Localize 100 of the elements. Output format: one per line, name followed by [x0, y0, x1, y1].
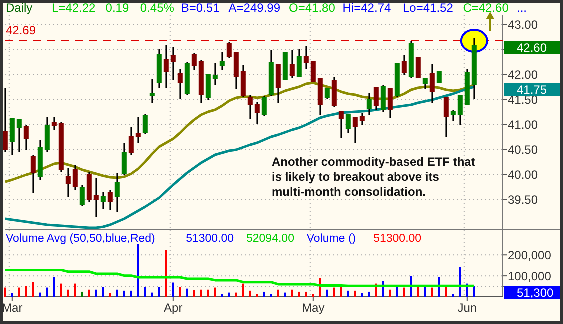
bar — [459, 267, 462, 297]
bar — [312, 294, 314, 297]
bar — [347, 290, 350, 297]
candlestick — [346, 113, 351, 134]
candlestick — [366, 92, 372, 116]
annotation: 52094.00 — [246, 233, 294, 245]
bar — [200, 290, 202, 297]
candlestick — [128, 126, 134, 156]
candlestick — [108, 189, 113, 211]
x-tick-label: Jun — [458, 301, 478, 315]
bar — [340, 286, 342, 297]
bar — [235, 292, 238, 297]
bar — [207, 290, 210, 297]
candlestick — [276, 63, 281, 104]
annotation: Volume Avg (50,50,blue,Red) — [6, 233, 156, 245]
bar — [137, 244, 140, 297]
candlestick — [248, 94, 253, 120]
candlestick — [352, 116, 358, 144]
candlestick — [206, 73, 211, 101]
bar — [144, 287, 146, 297]
candlestick — [416, 57, 421, 78]
candlestick — [254, 101, 260, 125]
bar — [333, 288, 336, 297]
bar — [298, 292, 300, 297]
bar — [88, 290, 90, 297]
bar — [284, 292, 286, 297]
bar — [53, 277, 56, 297]
bar — [109, 293, 112, 297]
annotation: B=0.51 — [181, 1, 220, 15]
bar — [67, 290, 70, 297]
bar — [4, 288, 6, 297]
bar — [95, 290, 98, 297]
bar — [326, 290, 328, 297]
y-tick-label: 42.00 — [508, 68, 538, 82]
bar — [46, 288, 48, 297]
bar — [172, 282, 174, 297]
candlestick — [296, 48, 302, 78]
bar — [74, 284, 76, 297]
candlestick — [52, 116, 57, 131]
candlestick — [114, 172, 120, 213]
x-tick-label: Apr — [164, 301, 183, 315]
candlestick — [170, 46, 176, 81]
bar — [186, 288, 188, 297]
bar — [130, 290, 132, 297]
line-series — [4, 86, 476, 230]
candlestick — [374, 86, 379, 111]
y-tick-label: 40.00 — [508, 168, 538, 182]
y-tick-label: 39.50 — [508, 193, 538, 208]
candlestick — [16, 118, 22, 153]
candlestick — [380, 84, 386, 113]
bar — [242, 284, 244, 297]
candlestick — [142, 113, 148, 135]
candlestick — [66, 167, 71, 198]
candlestick — [212, 62, 218, 86]
bar — [431, 288, 434, 297]
bar — [32, 282, 34, 297]
bar — [424, 287, 426, 297]
annotation: Volume () — [306, 233, 356, 245]
y-tick-label: 43.00 — [508, 18, 538, 32]
candlestick — [444, 96, 449, 138]
candlestick — [220, 51, 225, 71]
bar — [81, 292, 84, 297]
bar — [403, 288, 406, 297]
bar — [354, 290, 356, 297]
text: 51,300 — [517, 286, 554, 300]
ref-line-label: 42.69 — [6, 24, 36, 38]
bar — [396, 287, 398, 297]
candlestick — [2, 87, 8, 154]
text: ... — [517, 1, 528, 15]
candlestick — [422, 77, 428, 90]
annotation: A=249.99 — [228, 1, 281, 15]
x-tick-label: May — [302, 301, 325, 315]
bar — [221, 294, 224, 297]
bar — [60, 284, 62, 297]
candlestick — [100, 191, 106, 210]
annotation: Hi=42.74 — [342, 1, 392, 15]
bar — [228, 292, 230, 297]
bar — [263, 292, 266, 297]
bar — [291, 290, 294, 297]
candlestick — [192, 52, 197, 71]
annotation: 51300.00 — [186, 233, 234, 245]
annotation: 51300.00 — [374, 233, 422, 245]
candlestick — [122, 142, 127, 176]
candlestick — [388, 87, 393, 119]
bar — [270, 294, 272, 297]
chart-title: Daily — [6, 1, 33, 15]
candlestick — [324, 87, 330, 100]
candlestick — [178, 68, 183, 100]
bar — [368, 292, 370, 297]
annotation: L=42.22 — [52, 1, 96, 15]
y-tick-label: 40.50 — [508, 143, 538, 158]
x-tick-label: Mar — [2, 301, 23, 315]
bar — [151, 292, 154, 297]
annotation: Lo=41.52 — [403, 1, 454, 15]
candlestick — [450, 109, 456, 122]
y-tick-label: 100,000 — [508, 269, 552, 284]
bar — [445, 287, 448, 297]
bar — [473, 286, 476, 297]
bar — [452, 294, 454, 297]
candlestick — [164, 44, 169, 89]
